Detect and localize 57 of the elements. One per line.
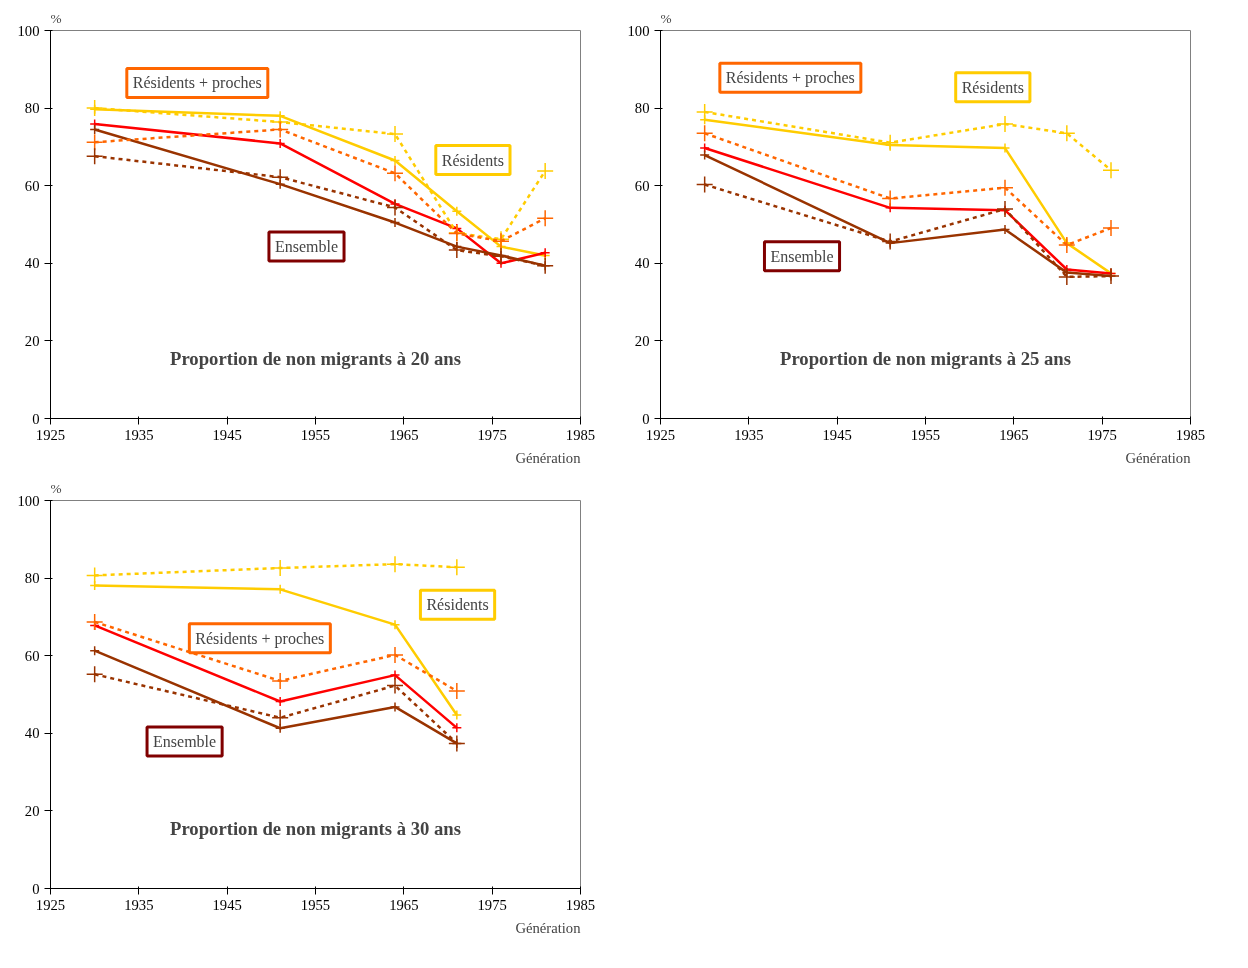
y-axis-title: % [660, 10, 672, 26]
annotation: Résidents [441, 151, 505, 169]
annotation: Résidents [426, 596, 489, 614]
y-axis-title: % [50, 480, 62, 496]
x-tick-label: 1945 [212, 426, 242, 443]
x-tick-label: 1935 [124, 896, 154, 913]
annotation: Ensemble [770, 247, 834, 265]
x-axis-title: Génération [515, 449, 582, 466]
annotation: Ensemble [153, 732, 217, 750]
annotation: Résidents [961, 78, 1024, 96]
y-tick-label: 0 [32, 410, 40, 427]
x-tick-label: 1975 [1087, 426, 1117, 443]
x-tick-label: 1965 [999, 426, 1029, 443]
x-tick-label: 1925 [645, 426, 676, 443]
y-tick-label: 60 [634, 177, 650, 194]
y-tick-label: 60 [24, 177, 40, 194]
x-tick-label: 1925 [35, 426, 66, 443]
y-tick-label: 20 [24, 802, 40, 819]
x-tick-label: 1975 [477, 896, 507, 913]
x-tick-label: 1925 [35, 896, 66, 913]
y-tick-label: 100 [17, 492, 40, 509]
y-tick-label: 100 [17, 22, 40, 39]
x-axis-title: Génération [1125, 449, 1192, 466]
x-tick-label: 1985 [565, 426, 596, 443]
x-tick-label: 1985 [565, 896, 596, 913]
y-tick-label: 20 [24, 332, 40, 349]
y-tick-label: 40 [634, 255, 650, 272]
y-tick-label: 60 [24, 647, 40, 664]
annotation: Ensemble [274, 238, 339, 256]
x-tick-label: 1935 [124, 426, 154, 443]
x-tick-label: 1965 [389, 896, 419, 913]
y-tick-label: 40 [24, 255, 40, 272]
annotation: Résidents + proches [195, 629, 325, 648]
x-tick-label: 1945 [212, 896, 242, 913]
x-tick-label: 1985 [1175, 426, 1206, 443]
y-tick-label: 0 [642, 410, 650, 427]
text: Proportion de non migrants à 20 ans [170, 347, 461, 369]
y-tick-label: 20 [634, 332, 650, 349]
y-tick-label: 0 [32, 880, 40, 897]
y-tick-label: 80 [634, 100, 650, 117]
text: Proportion de non migrants à 25 ans [780, 347, 1071, 369]
y-tick-label: 40 [24, 725, 40, 742]
x-tick-label: 1955 [300, 896, 331, 913]
x-tick-label: 1945 [822, 426, 852, 443]
text: Proportion de non migrants à 30 ans [170, 817, 461, 839]
x-tick-label: 1965 [389, 426, 419, 443]
x-tick-label: 1975 [477, 426, 507, 443]
x-tick-label: 1955 [910, 426, 941, 443]
y-tick-label: 100 [627, 22, 650, 39]
y-tick-label: 80 [24, 570, 40, 587]
annotation: Résidents + proches [132, 74, 262, 93]
x-tick-label: 1955 [300, 426, 331, 443]
x-axis-title: Génération [515, 919, 582, 936]
x-tick-label: 1935 [734, 426, 764, 443]
y-axis-title: % [50, 10, 62, 26]
annotation: Résidents + proches [725, 69, 855, 88]
y-tick-label: 80 [24, 100, 40, 117]
